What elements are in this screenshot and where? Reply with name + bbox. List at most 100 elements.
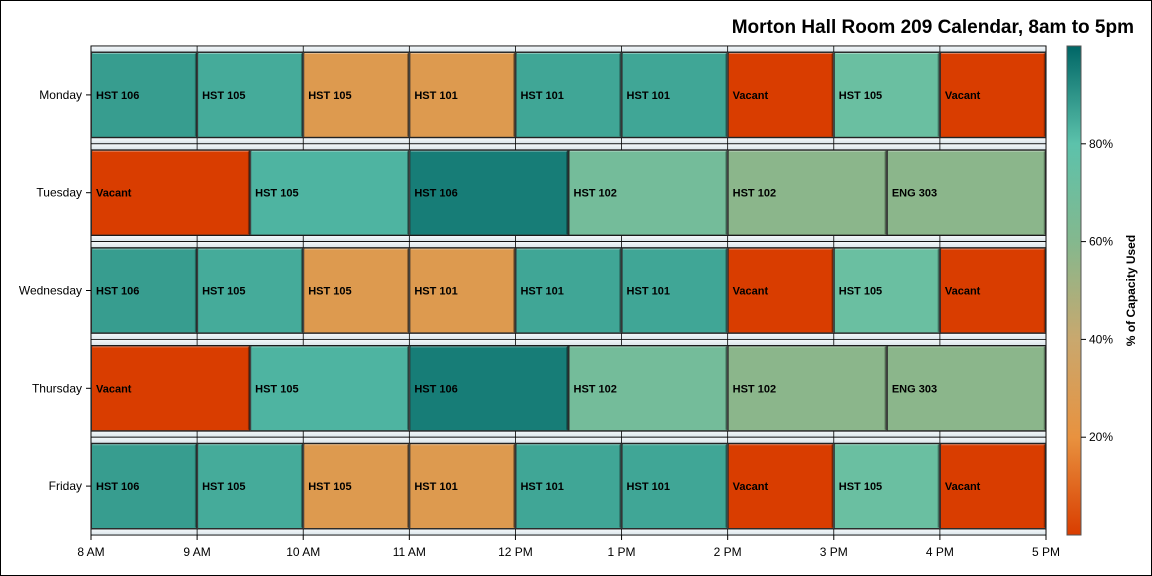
chart-title: Morton Hall Room 209 Calendar, 8am to 5p…: [732, 17, 1134, 38]
colorbar-gradient: [1066, 45, 1082, 536]
lane-strip: [90, 430, 1047, 438]
day-row-wednesday: HST 106 HST 105 HST 105 HST 101 HST 101 HST 1…: [90, 241, 1047, 340]
event-bar: [515, 443, 622, 530]
event-bar: [91, 443, 198, 530]
event-label: Vacant: [945, 481, 981, 493]
event-label: HST 101: [627, 481, 670, 493]
event-bar: [409, 52, 516, 138]
day-label: Monday: [39, 88, 82, 102]
event-label: HST 101: [627, 90, 670, 102]
day-label: Thursday: [32, 381, 82, 395]
colorbar-tick-label: 40%: [1089, 332, 1113, 346]
event-bar: [197, 443, 304, 530]
event-bar: [621, 443, 728, 530]
event-label: Vacant: [945, 286, 981, 298]
lane-strip: [90, 436, 1047, 444]
event-label: HST 101: [520, 286, 563, 298]
event-label: Vacant: [945, 90, 981, 102]
event-bar: [250, 149, 410, 236]
event-label: HST 105: [308, 481, 351, 493]
day-row-thursday: Vacant HST 105 HST 106 HST 102 HST 102 ENG 30…: [90, 338, 1047, 438]
day-label: Wednesday: [19, 284, 82, 298]
x-tick-label: 3 PM: [820, 545, 848, 559]
day-row-friday: HST 106 HST 105 HST 105 HST 101 HST 101 HST 1…: [90, 436, 1047, 536]
x-tick-label: 12 PM: [498, 545, 533, 559]
event-label: HST 102: [733, 383, 776, 395]
event-label: HST 106: [414, 383, 457, 395]
event-bar: [515, 247, 622, 334]
event-label: HST 105: [255, 188, 298, 200]
event-bar: [568, 149, 728, 236]
event-label: Vacant: [96, 188, 132, 200]
event-bar: [91, 52, 198, 138]
event-label: HST 106: [96, 286, 139, 298]
x-tick-label: 5 PM: [1032, 545, 1060, 559]
lane-strip: [90, 235, 1047, 243]
lane-strip: [90, 143, 1047, 151]
event-label: HST 105: [202, 286, 245, 298]
event-bar: [886, 149, 1046, 236]
colorbar-tick-label: 80%: [1089, 137, 1113, 151]
event-bar: [197, 247, 304, 334]
event-label: HST 101: [627, 286, 670, 298]
event-bar: [621, 247, 728, 334]
event-bar: [91, 345, 251, 432]
event-label: HST 105: [839, 90, 882, 102]
event-bar: [568, 345, 728, 432]
event-bar: [250, 345, 410, 432]
event-label: HST 101: [414, 90, 457, 102]
colorbar-title: % of Capacity Used: [1124, 235, 1138, 346]
event-bar: [91, 149, 251, 236]
event-bar: [727, 149, 887, 236]
lane-strip: [90, 137, 1047, 145]
y-axis: Monday Tuesday Wednesday Thursday Friday: [19, 88, 91, 493]
event-label: HST 102: [733, 188, 776, 200]
lane-strip: [90, 45, 1047, 53]
event-bar: [886, 345, 1046, 432]
event-bar: [303, 443, 410, 530]
lane-strip: [90, 528, 1047, 536]
event-bar: [91, 247, 198, 334]
event-label: Vacant: [733, 286, 769, 298]
event-bar: [939, 52, 1047, 138]
event-label: Vacant: [96, 383, 132, 395]
event-label: ENG 303: [892, 188, 937, 200]
x-axis: 8 AM 9 AM 10 AM 11 AM 12 PM 1 PM 2 PM 3 PM 4 PM 5…: [77, 535, 1060, 559]
lane-strip: [90, 241, 1047, 249]
event-bar: [197, 52, 304, 138]
event-bar: [833, 247, 940, 334]
event-label: HST 102: [574, 188, 617, 200]
event-label: Vacant: [733, 90, 769, 102]
event-bar: [409, 345, 569, 432]
x-tick-label: 11 AM: [393, 545, 426, 559]
event-label: HST 106: [96, 90, 139, 102]
event-label: HST 105: [308, 286, 351, 298]
event-label: HST 106: [96, 481, 139, 493]
event-bar: [409, 247, 516, 334]
event-label: HST 105: [839, 481, 882, 493]
x-tick-label: 4 PM: [926, 545, 954, 559]
day-label: Friday: [49, 479, 82, 493]
event-bar: [409, 443, 516, 530]
event-bar: [727, 345, 887, 432]
event-bar: [939, 443, 1047, 530]
colorbar: 20% 40% 60% 80% % of Capacity Used: [1066, 45, 1138, 536]
lane-strip: [90, 332, 1047, 340]
event-bar: [303, 247, 410, 334]
event-label: HST 105: [202, 90, 245, 102]
plot-area: HST 106 HST 105 HST 105 HST 101 HST 101 HST 1…: [90, 45, 1047, 536]
event-label: Vacant: [733, 481, 769, 493]
day-label: Tuesday: [36, 186, 82, 200]
event-bar: [727, 247, 834, 334]
event-bar: [409, 149, 569, 236]
event-label: ENG 303: [892, 383, 937, 395]
event-bar: [515, 52, 622, 138]
event-label: HST 105: [202, 481, 245, 493]
event-bar: [833, 443, 940, 530]
event-label: HST 102: [574, 383, 617, 395]
event-bar: [727, 52, 834, 138]
event-label: HST 101: [520, 481, 563, 493]
event-label: HST 101: [414, 481, 457, 493]
